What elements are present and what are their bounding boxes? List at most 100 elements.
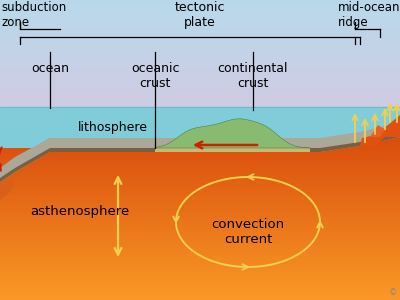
Text: subduction
zone: subduction zone (1, 1, 66, 29)
Bar (0, 199, 400, 202)
Bar (0, 278, 400, 281)
Bar (0, 204, 400, 208)
Bar (0, 2, 400, 5)
Bar (0, 54, 400, 58)
Bar (0, 191, 400, 194)
Bar (0, 207, 400, 210)
Polygon shape (370, 125, 385, 137)
Bar (0, 35, 400, 38)
Bar (0, 196, 400, 200)
Bar (0, 185, 400, 189)
Bar (0, 57, 400, 60)
Bar (0, 286, 400, 289)
Bar (0, 175, 400, 178)
Bar (0, 5, 400, 8)
Bar (0, 76, 400, 80)
Bar (0, 65, 400, 68)
Bar (0, 224, 400, 227)
Bar (0, 294, 400, 297)
Bar (0, 93, 400, 96)
Polygon shape (0, 172, 15, 200)
Bar (0, 101, 400, 104)
Bar (0, 30, 400, 33)
Bar (0, 13, 400, 16)
Bar (0, 131, 400, 134)
Bar (0, 215, 400, 218)
Bar (0, 142, 400, 145)
Bar (0, 128, 400, 131)
Bar (0, 153, 400, 156)
Text: ocean: ocean (31, 62, 69, 75)
Bar (0, 136, 400, 140)
Bar (0, 237, 400, 240)
Bar (0, 232, 400, 235)
Bar (0, 297, 400, 300)
Bar (0, 221, 400, 224)
Text: ©: © (389, 288, 397, 297)
Bar (0, 229, 400, 232)
Bar (0, 280, 400, 284)
Bar (0, 62, 400, 66)
Bar (0, 177, 400, 181)
Bar (0, 40, 400, 44)
Bar (0, 270, 400, 273)
Bar (0, 253, 400, 256)
Bar (0, 256, 400, 259)
Text: tectonic
plate: tectonic plate (175, 1, 225, 29)
Bar (0, 139, 400, 142)
Bar (0, 161, 400, 164)
Text: asthenosphere: asthenosphere (30, 206, 129, 218)
Bar (0, 291, 400, 295)
Bar (0, 117, 400, 121)
Bar (0, 125, 400, 129)
Bar (0, 134, 400, 137)
Bar (0, 32, 400, 36)
Bar (0, 49, 400, 52)
Bar (0, 82, 400, 85)
Bar (0, 172, 400, 175)
Polygon shape (0, 108, 400, 137)
Bar (0, 245, 400, 248)
Bar (0, 24, 400, 27)
Bar (0, 169, 400, 172)
Bar (0, 95, 400, 99)
Bar (0, 210, 400, 213)
Bar (0, 167, 400, 170)
Bar (0, 27, 400, 30)
Bar (0, 240, 400, 243)
Bar (0, 8, 400, 11)
Bar (0, 289, 400, 292)
Bar (0, 272, 400, 275)
Bar (0, 267, 400, 270)
Bar (0, 242, 400, 246)
Bar (0, 145, 400, 148)
Bar (0, 0, 400, 3)
Bar (0, 98, 400, 101)
Bar (0, 164, 400, 167)
Text: mid-ocean
ridge: mid-ocean ridge (338, 1, 400, 29)
Bar (0, 68, 400, 71)
Bar (0, 106, 400, 110)
Bar (0, 84, 400, 88)
Bar (0, 71, 400, 74)
Bar (0, 226, 400, 230)
Polygon shape (155, 147, 310, 152)
Text: continental
crust: continental crust (218, 62, 288, 90)
Bar (0, 259, 400, 262)
Text: lithosphere: lithosphere (78, 122, 148, 134)
Bar (0, 79, 400, 82)
Bar (0, 11, 400, 14)
Bar (0, 262, 400, 265)
Bar (0, 234, 400, 238)
Bar (0, 112, 400, 115)
Bar (0, 155, 400, 159)
Bar (0, 180, 400, 183)
Bar (0, 147, 400, 151)
Bar (0, 107, 400, 112)
Bar (0, 275, 400, 278)
Bar (0, 264, 400, 267)
Bar (0, 115, 400, 118)
Bar (0, 283, 400, 286)
Bar (0, 38, 400, 41)
Bar (0, 202, 400, 205)
